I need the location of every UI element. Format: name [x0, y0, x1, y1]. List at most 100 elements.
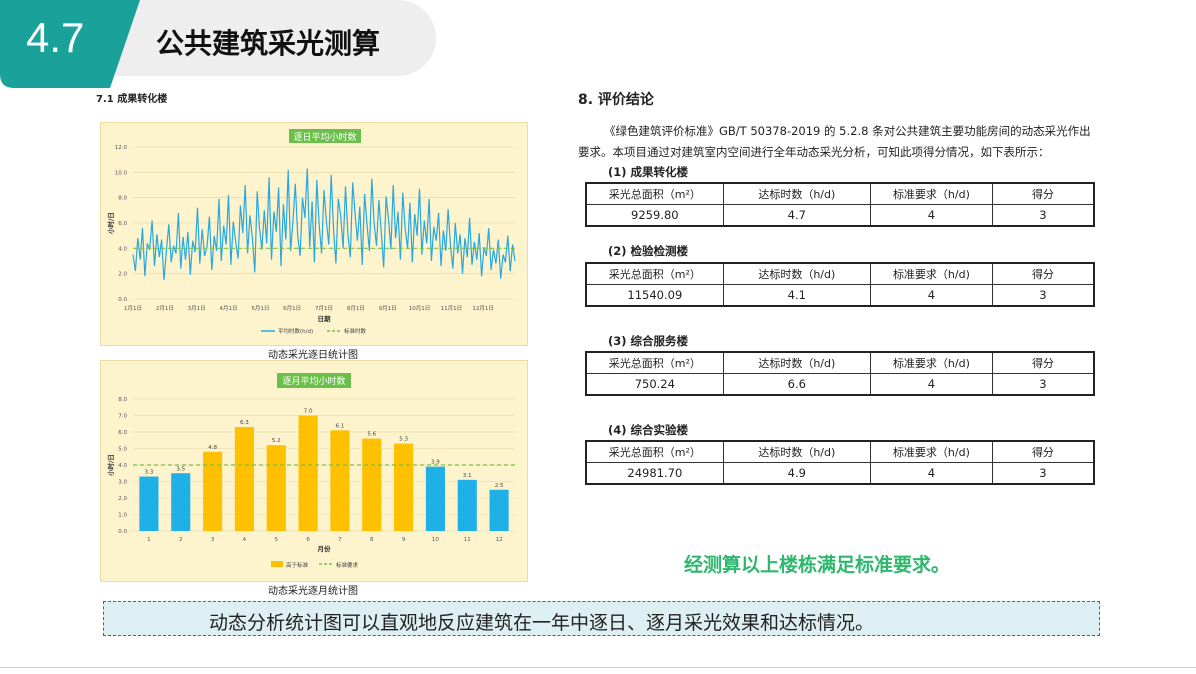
bar-data-label: 3.5 — [176, 466, 185, 472]
monthly-chart: 逐月平均小时数 0.0 1.0 2.0 3.0 4.0 5.0 6.0 7.0 8.0 3.3 1 3.… — [106, 373, 515, 569]
header-standard: 标准要求（h/d) — [869, 351, 993, 374]
y-tick-label: 4.0 — [118, 246, 127, 252]
building-subheading: 7.1 成果转化楼 — [96, 94, 168, 105]
y-tick-label: 10.0 — [115, 170, 128, 176]
y-tick-label: 0.0 — [118, 297, 127, 303]
header-hours: 达标时数（h/d) — [722, 351, 871, 374]
building-title-1: (1) 成果转化楼 — [608, 165, 689, 179]
x-tick-label: 1月1日 — [124, 305, 142, 312]
legend-label-above: 高于标准 — [286, 561, 309, 569]
month-bar — [203, 451, 223, 531]
x-tick-label: 10 — [432, 537, 439, 543]
score-table-3: 采光总面积（m²） 达标时数（h/d) 标准要求（h/d) 得分 750.24 … — [585, 351, 1095, 396]
header-area: 采光总面积（m²） — [585, 440, 724, 463]
cell-area: 24981.70 — [585, 462, 724, 485]
x-axis-label: 日期 — [318, 314, 332, 323]
bar-data-label: 7.0 — [304, 409, 313, 415]
cell-standard: 4 — [869, 462, 993, 485]
y-tick-label: 2.0 — [118, 496, 127, 502]
x-tick-label: 6 — [306, 537, 310, 543]
bar-data-label: 3.1 — [463, 473, 472, 479]
header-standard: 标准要求（h/d) — [869, 440, 993, 463]
y-tick-label: 8.0 — [118, 196, 127, 202]
month-bar — [457, 479, 477, 531]
cell-area: 750.24 — [585, 373, 724, 396]
legend-label-standard: 标准时数 — [344, 327, 367, 335]
table-row: 24981.70 4.9 4 3 — [585, 462, 1095, 485]
y-tick-label: 7.0 — [118, 414, 127, 420]
y-tick-label: 6.0 — [118, 430, 127, 436]
header-area: 采光总面积（m²） — [585, 182, 724, 205]
table-header-row: 采光总面积（m²） 达标时数（h/d) 标准要求（h/d) 得分 — [585, 262, 1095, 285]
cell-score: 3 — [991, 204, 1095, 227]
x-tick-label: 11 — [464, 537, 471, 543]
legend-swatch-above — [271, 561, 283, 567]
table-header-row: 采光总面积（m²） 达标时数（h/d) 标准要求（h/d) 得分 — [585, 440, 1095, 463]
chart-title: 逐月平均小时数 — [282, 375, 345, 387]
header-hours: 达标时数（h/d) — [722, 262, 871, 285]
y-tick-label: 4.0 — [118, 463, 127, 469]
cell-score: 3 — [991, 462, 1095, 485]
bar-data-label: 6.1 — [336, 423, 345, 429]
monthly-chart-caption: 动态采光逐月统计图 — [268, 586, 358, 597]
header-score: 得分 — [991, 262, 1095, 285]
x-tick-label: 4 — [243, 537, 247, 543]
y-tick-label: 2.0 — [118, 272, 127, 278]
x-tick-label: 12 — [496, 537, 503, 543]
header-score: 得分 — [991, 351, 1095, 374]
x-tick-label: 3月1日 — [188, 305, 206, 312]
monthly-chart-panel: 逐月平均小时数 0.0 1.0 2.0 3.0 4.0 5.0 6.0 7.0 8.0 3.3 1 3.… — [100, 360, 528, 582]
month-bar — [139, 476, 159, 531]
x-tick-label: 1 — [147, 537, 151, 543]
daily-chart-panel: 逐日平均小时数 0.0 2.0 4.0 6.0 8.0 10.0 12.0 1月1日 2月1日 3月… — [100, 122, 528, 346]
page-title: 公共建筑采光测算 — [156, 27, 381, 60]
bar-data-label: 3.3 — [145, 470, 154, 476]
bar-data-label: 5.2 — [272, 438, 281, 444]
x-tick-label: 9 — [402, 537, 406, 543]
building-title-3: (3) 综合服务楼 — [608, 334, 689, 348]
y-tick-label: 0.0 — [118, 529, 127, 535]
bar-data-label: 6.3 — [240, 420, 249, 426]
conclusion-heading: 8. 评价结论 — [578, 92, 654, 108]
month-bar — [489, 489, 509, 531]
x-tick-label: 5月1日 — [251, 305, 269, 312]
header-area: 采光总面积（m²） — [585, 262, 724, 285]
conclusion-text: 经测算以上楼栋满足标准要求。 — [684, 554, 951, 576]
legend-label-standard: 标准要求 — [336, 561, 359, 569]
x-tick-label: 3 — [211, 537, 215, 543]
table-row: 11540.09 4.1 4 3 — [585, 284, 1095, 307]
month-bar — [394, 443, 414, 531]
header-score: 得分 — [991, 182, 1095, 205]
cell-hours: 4.7 — [722, 204, 871, 227]
month-bar — [330, 430, 350, 531]
header-hours: 达标时数（h/d) — [722, 182, 871, 205]
month-bar — [266, 445, 286, 531]
month-bar — [298, 415, 318, 531]
bar-data-label: 5.3 — [399, 437, 408, 443]
summary-box: 动态分析统计图可以直观地反应建筑在一年中逐日、逐月采光效果和达标情况。 — [103, 601, 1100, 636]
y-axis-label: 小时/日 — [106, 454, 115, 477]
x-tick-label: 10月1日 — [409, 305, 431, 312]
bar-data-label: 5.6 — [367, 432, 376, 438]
cell-hours: 4.9 — [722, 462, 871, 485]
chart-title: 逐日平均小时数 — [293, 131, 356, 143]
cell-score: 3 — [991, 284, 1095, 307]
x-tick-label: 6月1日 — [283, 305, 301, 312]
daily-chart-caption: 动态采光逐日统计图 — [268, 350, 358, 361]
bar-data-label: 3.9 — [431, 460, 440, 466]
cell-standard: 4 — [869, 204, 993, 227]
x-tick-label: 8 — [370, 537, 374, 543]
month-bar — [171, 473, 191, 531]
x-tick-label: 5 — [275, 537, 279, 543]
month-bar — [362, 438, 382, 531]
building-title-2: (2) 检验检测楼 — [608, 244, 689, 258]
y-tick-label: 3.0 — [118, 480, 127, 486]
y-tick-label: 5.0 — [118, 447, 127, 453]
x-tick-label: 4月1日 — [220, 305, 238, 312]
summary-text: 动态分析统计图可以直观地反应建筑在一年中逐日、逐月采光效果和达标情况。 — [209, 612, 875, 634]
y-tick-label: 12.0 — [115, 145, 128, 151]
y-tick-label: 8.0 — [118, 397, 127, 403]
header-standard: 标准要求（h/d) — [869, 182, 993, 205]
bar-data-label: 4.8 — [208, 445, 217, 451]
intro-paragraph: 《绿色建筑评价标准》GB/T 50378-2019 的 5.2.8 条对公共建筑… — [578, 124, 1091, 159]
